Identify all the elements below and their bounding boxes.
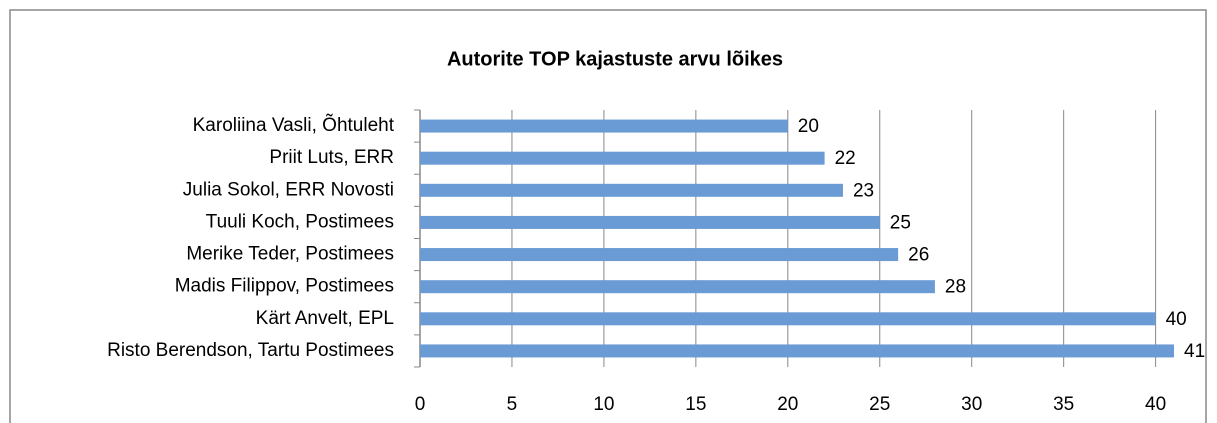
data-label: 25 [890,212,911,233]
x-tick-label: 25 [869,394,890,415]
y-tick-label: Madis Filippov, Postimees [175,276,394,297]
data-label: 28 [945,277,966,298]
x-tick-label: 40 [1145,394,1166,415]
x-tick-label: 5 [507,394,518,415]
bar [420,312,1156,326]
x-tick-label: 15 [685,394,706,415]
bar [420,215,880,229]
y-tick-label: Kärt Anvelt, EPL [256,308,394,329]
data-label: 22 [835,148,856,169]
y-tick-label: Julia Sokol, ERR Novosti [183,179,394,200]
bar [420,183,843,197]
chart-frame [9,9,1207,423]
y-tick-label: Merike Teder, Postimees [186,244,394,265]
bar [420,280,935,294]
x-tick-label: 10 [593,394,614,415]
data-label: 26 [908,245,929,266]
bar [420,119,788,133]
x-tick-label: 35 [1053,394,1074,415]
data-label: 20 [798,116,819,137]
x-tick-label: 30 [961,394,982,415]
data-label: 41 [1184,341,1205,362]
y-tick-label: Tuuli Koch, Postimees [206,211,394,232]
x-tick-label: 20 [777,394,798,415]
y-tick-label: Karoliina Vasli, Õhtuleht [193,114,395,136]
data-label: 40 [1166,309,1187,330]
data-label: 23 [853,180,874,201]
bar [420,344,1174,358]
x-tick-label: 0 [415,394,426,415]
y-tick-label: Risto Berendson, Tartu Postimees [107,340,394,361]
bar [420,151,825,165]
y-tick-label: Priit Luts, ERR [269,147,394,168]
bar [420,248,899,262]
chart-title: Autorite TOP kajastuste arvu lõikes [447,48,783,70]
